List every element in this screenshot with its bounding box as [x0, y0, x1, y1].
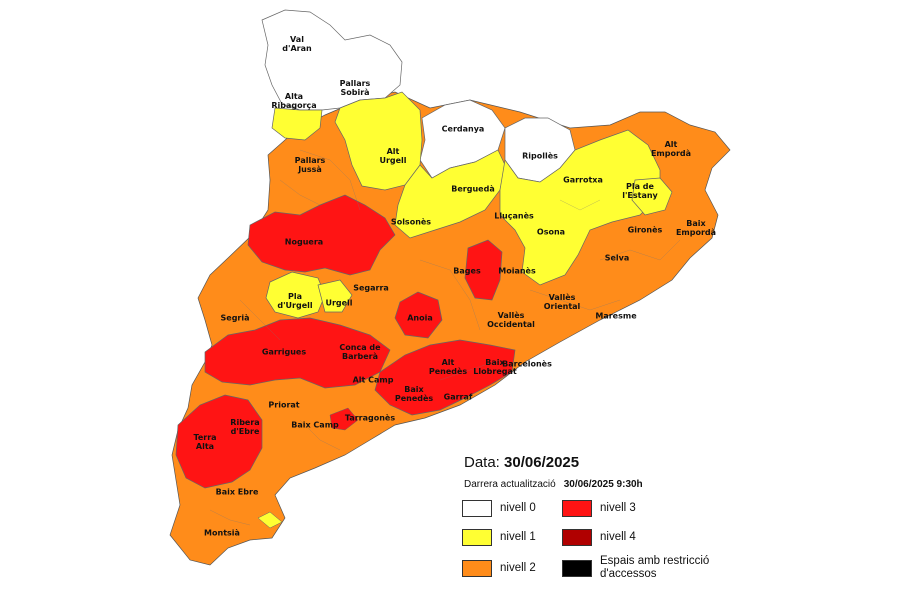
- region-label: Noguera: [284, 237, 324, 247]
- region-alta-ribagorca: [271, 107, 323, 141]
- legend-label-espais: Espais amb restricció d'accessos: [600, 555, 710, 580]
- region-pla-estany: [631, 177, 673, 216]
- region-label: Pla de l'Estany: [622, 182, 658, 200]
- region-label: Cerdanya: [441, 124, 485, 134]
- region-bergueda-solsones: [394, 149, 506, 239]
- region-label: Berguedà: [451, 184, 495, 194]
- region-osona-garrotxa: [499, 129, 661, 286]
- legend-label-nivell-0: nivell 0: [500, 502, 536, 514]
- region-label: Terra Alta: [193, 433, 217, 451]
- region-label: Segrià: [220, 313, 250, 323]
- legend-label-nivell-4: nivell 4: [600, 531, 636, 543]
- swatch-espais: [562, 560, 592, 577]
- legend-label-nivell-1: nivell 1: [500, 531, 536, 543]
- region-label: Garrigues: [261, 347, 307, 357]
- region-label: Montsià: [204, 528, 240, 538]
- region-label: Baix Llobregat: [473, 358, 517, 376]
- region-label: Pla d'Urgell: [277, 292, 313, 310]
- region-label: Vallès Occidental: [487, 311, 535, 329]
- region-penedes-llobregat: [374, 339, 516, 416]
- region-label: Conca de Barberà: [339, 343, 381, 361]
- legend: Data: 30/06/2025 Darrera actualització 30…: [462, 452, 722, 592]
- region-label: Urgell: [325, 298, 353, 308]
- swatch-nivell-1: [462, 529, 492, 546]
- region-label: Osona: [536, 227, 566, 237]
- date-value: 30/06/2025: [504, 454, 580, 471]
- region-anoia: [394, 291, 443, 339]
- region-label: Anoia: [407, 313, 433, 323]
- municipal-borders: [209, 149, 681, 526]
- region-red-small: [329, 407, 359, 431]
- region-label: Alt Penedès: [428, 358, 468, 376]
- region-label: Tarragonès: [344, 413, 396, 423]
- region-label: Pallars Sobirà: [339, 79, 371, 97]
- region-label: Alt Empordà: [650, 140, 692, 158]
- region-pla-urgell: [265, 271, 326, 319]
- region-urgell-yellow: [317, 279, 353, 313]
- date-line: Data: 30/06/2025: [464, 454, 579, 471]
- region-label: Garraf: [443, 392, 473, 402]
- region-label: Lluçanès: [494, 211, 534, 221]
- region-bages: [464, 239, 503, 301]
- region-label: Solsonès: [390, 217, 432, 227]
- region-label: Vallès Oriental: [543, 293, 581, 311]
- region-noguera: [247, 194, 396, 276]
- region-label: Maresme: [595, 311, 637, 321]
- region-label: Segarra: [353, 283, 389, 293]
- legend-label-nivell-3: nivell 3: [600, 502, 636, 514]
- region-label: Ribera d'Ebre: [230, 418, 260, 436]
- region-label: Baix Empordà: [675, 219, 717, 237]
- region-label: Pallars Jussà: [294, 156, 326, 174]
- region-label: Moianès: [498, 266, 536, 276]
- update-line: Darrera actualització 30/06/2025 9:30h: [464, 479, 643, 490]
- region-label: Val d'Aran: [282, 35, 312, 53]
- region-yellow-small: [257, 511, 283, 529]
- region-label: Barcelonès: [502, 359, 552, 369]
- date-label: Data:: [464, 454, 500, 471]
- legend-label-nivell-2: nivell 2: [500, 562, 536, 574]
- region-label: Bages: [453, 266, 481, 276]
- update-value: 30/06/2025 9:30h: [563, 479, 643, 490]
- region-label: Alt Urgell: [379, 147, 407, 165]
- swatch-nivell-3: [562, 500, 592, 517]
- region-label: Garrotxa: [563, 175, 603, 185]
- region-label: Ripollès: [522, 151, 558, 161]
- swatch-nivell-4: [562, 529, 592, 546]
- region-label: Alt Camp: [352, 375, 394, 385]
- region-label: Baix Camp: [291, 420, 339, 430]
- region-label: Baix Ebre: [215, 487, 259, 497]
- region-label: Alta Ribagorça: [271, 92, 317, 110]
- region-terra-alta-ribera: [175, 394, 263, 489]
- region-label: Baix Penedès: [394, 385, 434, 403]
- swatch-nivell-0: [462, 500, 492, 517]
- update-label: Darrera actualització: [464, 479, 556, 490]
- region-label: Selva: [604, 253, 630, 263]
- swatch-nivell-2: [462, 560, 492, 577]
- region-label: Gironès: [627, 225, 663, 235]
- region-label: Priorat: [268, 400, 300, 410]
